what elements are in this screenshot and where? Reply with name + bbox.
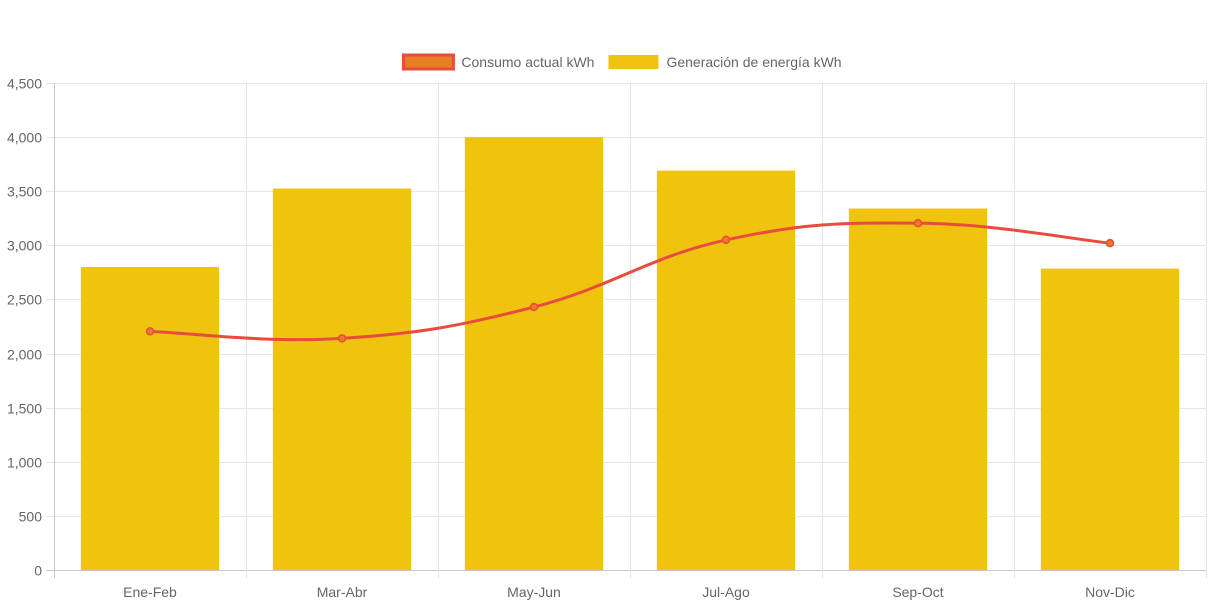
- x-tick-label: May-Jun: [507, 584, 561, 600]
- legend-swatch: [608, 55, 659, 69]
- x-tick-label: Ene-Feb: [123, 584, 177, 600]
- y-tick-label: 2,000: [7, 347, 42, 363]
- legend-label: Consumo actual kWh: [461, 54, 594, 70]
- x-tick-label: Nov-Dic: [1085, 584, 1135, 600]
- y-tick-label: 0: [34, 563, 42, 579]
- bar: [272, 188, 412, 570]
- y-tick-label: 4,500: [7, 76, 42, 92]
- y-tick-label: 2,500: [7, 292, 42, 308]
- legend: Consumo actual kWh Generación de energía …: [401, 53, 842, 71]
- legend-swatch: [401, 53, 455, 71]
- legend-label: Generación de energía kWh: [666, 54, 841, 70]
- bar: [80, 266, 220, 570]
- bar: [1040, 268, 1180, 570]
- line-point: [1105, 238, 1115, 248]
- y-tick-label: 500: [19, 509, 43, 525]
- line-point: [337, 334, 347, 343]
- line-point: [721, 235, 731, 245]
- bar: [464, 137, 604, 570]
- x-tick-label: Mar-Abr: [317, 584, 368, 600]
- axes: 0 500 1,000 1,500 2,000 2,500 3,000 3,500 4,000 4…: [7, 76, 1135, 601]
- y-tick-label: 3,500: [7, 184, 42, 200]
- x-tick-label: Sep-Oct: [892, 584, 943, 600]
- bar-series: [80, 137, 1180, 570]
- x-tick-label: Jul-Ago: [702, 584, 750, 600]
- line-series: [145, 218, 1115, 343]
- line-path: [148, 221, 1112, 342]
- line-point: [529, 302, 539, 312]
- y-tick-label: 3,000: [7, 238, 42, 254]
- grid-lines: [46, 83, 1207, 578]
- y-tick-label: 1,000: [7, 455, 42, 471]
- y-tick-label: 1,500: [7, 401, 42, 417]
- bar: [848, 208, 988, 570]
- line-point: [145, 327, 155, 336]
- line-point: [913, 218, 923, 228]
- y-tick-label: 4,000: [7, 130, 42, 146]
